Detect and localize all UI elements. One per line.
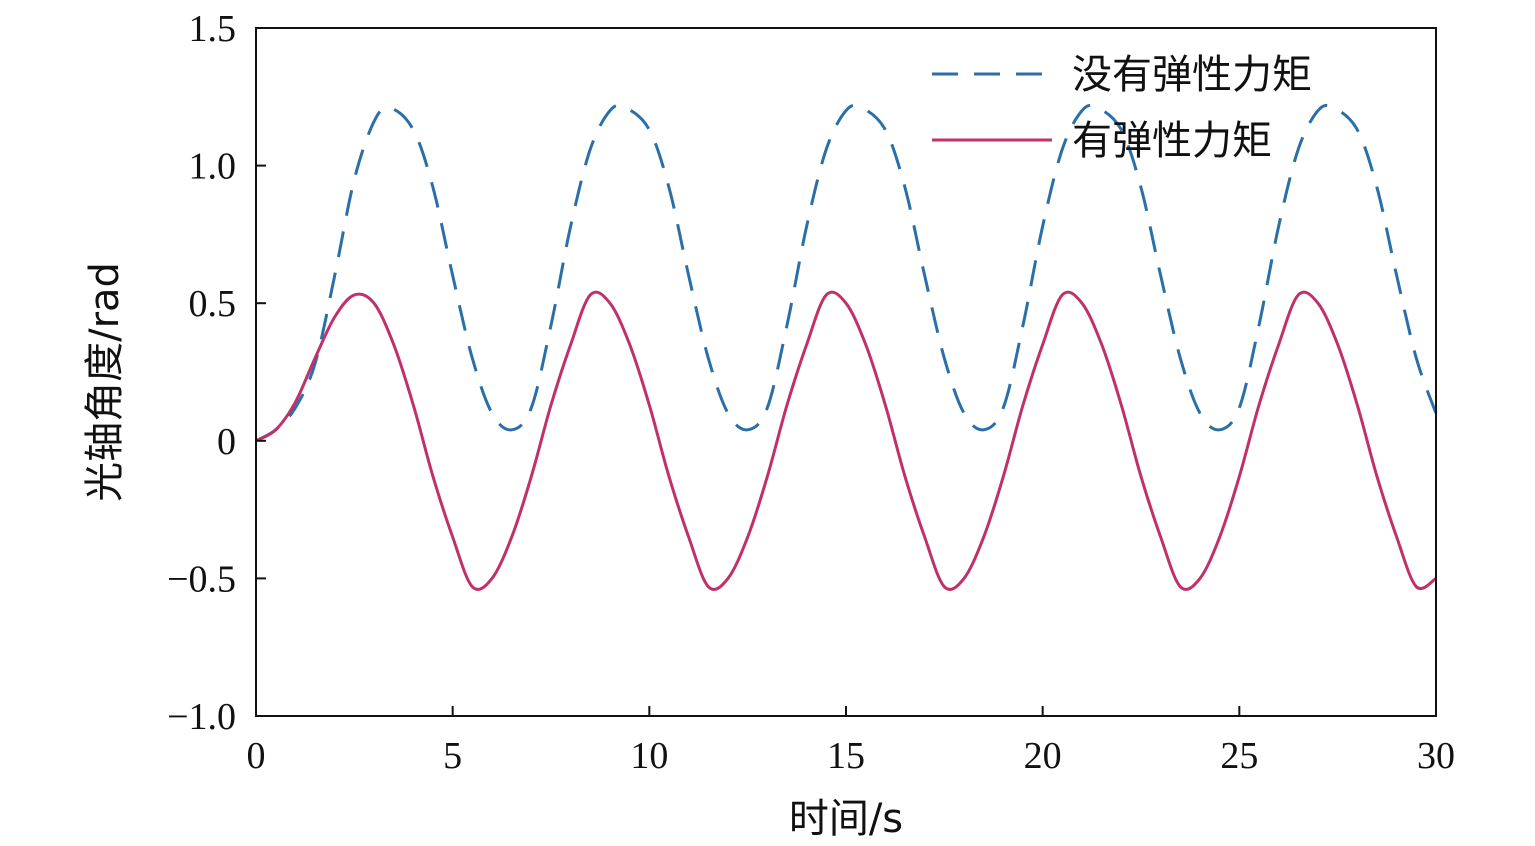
series-line-with-elastic-torque (255, 290, 1437, 591)
y-tick-label: 1.0 (189, 146, 237, 188)
x-tick-label: 20 (1024, 735, 1062, 777)
x-tick-label: 5 (443, 735, 462, 777)
series-layer (255, 103, 1438, 591)
y-tick-label: 0 (217, 421, 236, 463)
tick-layer: 0 5 10 15 20 25 30 −1.0 −0.5 0 0.5 1.0 1.5 (167, 8, 1455, 777)
y-tick-label: 1.5 (189, 8, 237, 50)
x-tick-label: 15 (827, 735, 865, 777)
legend-label: 有弹性力矩 (1072, 118, 1272, 164)
x-tick-label: 25 (1220, 735, 1258, 777)
series-line-without-elastic-torque (255, 103, 1438, 443)
x-axis-label: 时间/s (789, 796, 903, 842)
y-tick-label: −0.5 (167, 558, 236, 600)
x-tick-label: 0 (247, 735, 266, 777)
y-axis-label: 光轴角度/rad (82, 262, 128, 502)
y-tick-label: 0.5 (189, 283, 237, 325)
x-tick-label: 30 (1417, 735, 1455, 777)
legend-label: 没有弹性力矩 (1072, 52, 1312, 98)
y-tick-label: −1.0 (167, 696, 236, 738)
x-tick-label: 10 (630, 735, 668, 777)
